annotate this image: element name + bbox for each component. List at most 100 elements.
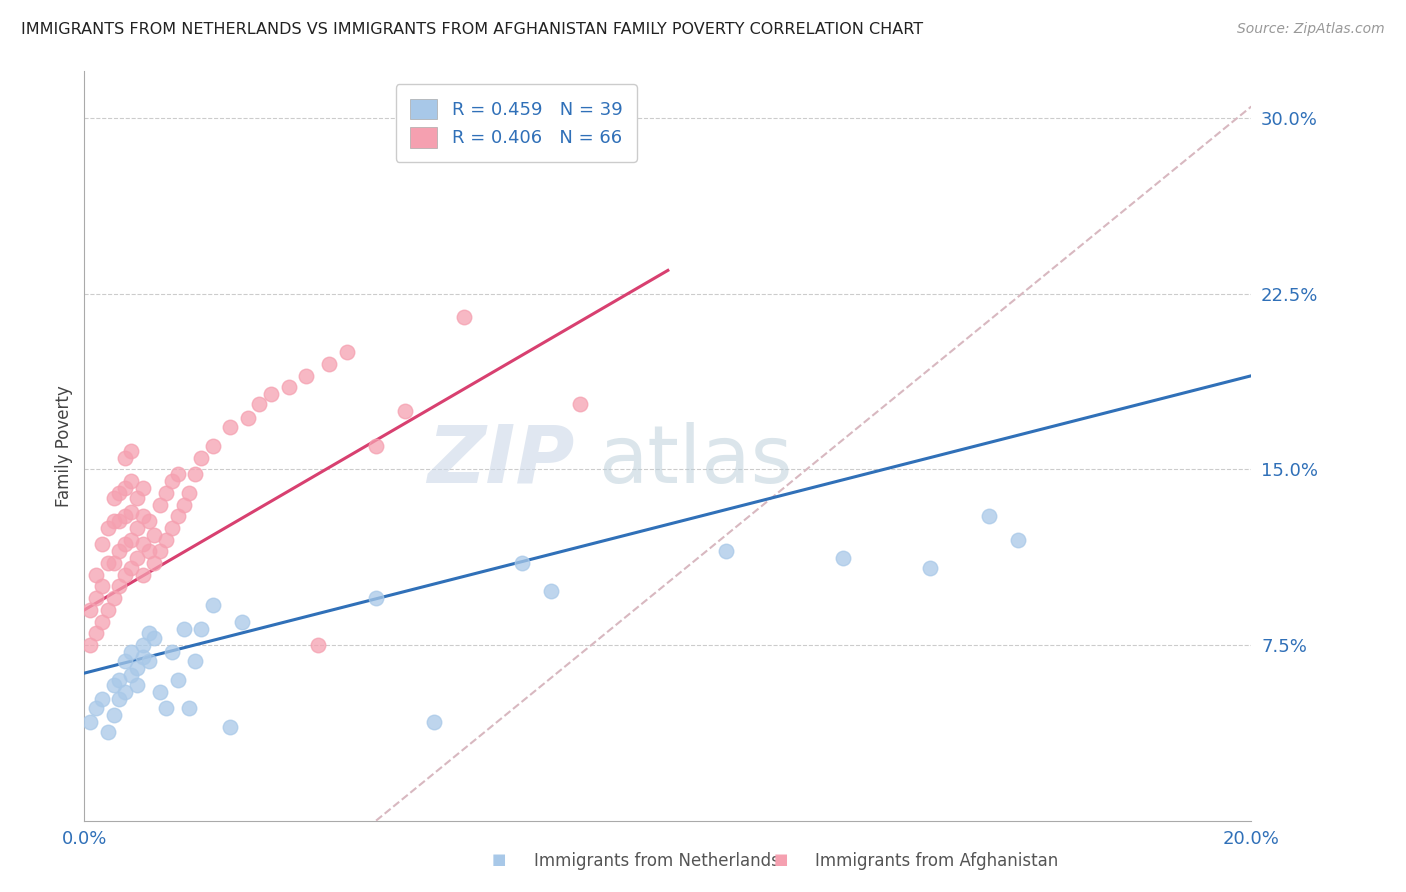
Point: [977, 509, 1000, 524]
Point: [179, 485, 201, 500]
Point: [120, 645, 142, 659]
Point: [120, 443, 142, 458]
Point: [103, 708, 125, 723]
Y-axis label: Family Poverty: Family Poverty: [55, 385, 73, 507]
Point: [132, 567, 155, 582]
Point: [318, 357, 340, 371]
Point: [179, 701, 201, 715]
Point: [295, 368, 318, 383]
Point: [125, 521, 148, 535]
Point: [1007, 533, 1029, 547]
Text: Source: ZipAtlas.com: Source: ZipAtlas.com: [1237, 22, 1385, 37]
Point: [114, 481, 136, 495]
Legend: R = 0.459   N = 39, R = 0.406   N = 66: R = 0.459 N = 39, R = 0.406 N = 66: [395, 84, 637, 162]
Point: [103, 491, 125, 505]
Point: [920, 561, 942, 575]
Point: [97, 724, 120, 739]
Point: [184, 467, 207, 482]
Point: [79, 638, 101, 652]
Point: [453, 310, 475, 325]
Point: [173, 622, 195, 636]
Point: [201, 599, 224, 613]
Point: [120, 561, 142, 575]
Point: [114, 655, 136, 669]
Point: [219, 720, 242, 734]
Point: [79, 603, 101, 617]
Text: IMMIGRANTS FROM NETHERLANDS VS IMMIGRANTS FROM AFGHANISTAN FAMILY POVERTY CORREL: IMMIGRANTS FROM NETHERLANDS VS IMMIGRANT…: [21, 22, 924, 37]
Point: [166, 509, 188, 524]
Point: [394, 404, 416, 418]
Point: [190, 450, 212, 465]
Point: [103, 556, 125, 570]
Point: [160, 521, 183, 535]
Point: [120, 505, 142, 519]
Point: [90, 580, 112, 594]
Point: [90, 615, 112, 629]
Point: [166, 673, 188, 688]
Point: [120, 474, 142, 488]
Point: [108, 485, 131, 500]
Text: Immigrants from Netherlands: Immigrants from Netherlands: [534, 852, 780, 870]
Point: [125, 491, 148, 505]
Point: [423, 715, 446, 730]
Point: [84, 701, 107, 715]
Point: [132, 509, 155, 524]
Point: [120, 533, 142, 547]
Text: ■: ■: [492, 852, 506, 867]
Point: [84, 591, 107, 606]
Point: [125, 661, 148, 675]
Point: [366, 591, 388, 606]
Point: [149, 685, 172, 699]
Point: [143, 556, 166, 570]
Point: [219, 420, 242, 434]
Point: [569, 397, 592, 411]
Point: [108, 673, 131, 688]
Point: [138, 544, 160, 558]
Point: [132, 638, 155, 652]
Text: ZIP: ZIP: [427, 422, 575, 500]
Point: [108, 692, 131, 706]
Point: [97, 521, 120, 535]
Text: atlas: atlas: [598, 422, 792, 500]
Point: [143, 528, 166, 542]
Point: [249, 397, 271, 411]
Point: [138, 655, 160, 669]
Point: [166, 467, 188, 482]
Point: [149, 498, 172, 512]
Point: [336, 345, 359, 359]
Point: [832, 551, 855, 566]
Point: [114, 537, 136, 551]
Point: [277, 380, 299, 394]
Point: [201, 439, 224, 453]
Point: [160, 474, 183, 488]
Point: [132, 481, 155, 495]
Point: [97, 556, 120, 570]
Point: [114, 567, 136, 582]
Point: [132, 649, 155, 664]
Point: [149, 544, 172, 558]
Point: [231, 615, 253, 629]
Point: [79, 715, 101, 730]
Point: [184, 655, 207, 669]
Point: [84, 626, 107, 640]
Point: [84, 567, 107, 582]
Point: [236, 411, 259, 425]
Point: [190, 622, 212, 636]
Point: [108, 580, 131, 594]
Point: [260, 387, 283, 401]
Text: ■: ■: [773, 852, 787, 867]
Point: [103, 514, 125, 528]
Point: [138, 626, 160, 640]
Point: [160, 645, 183, 659]
Text: Immigrants from Afghanistan: Immigrants from Afghanistan: [815, 852, 1059, 870]
Point: [90, 537, 112, 551]
Point: [114, 509, 136, 524]
Point: [155, 701, 177, 715]
Point: [173, 498, 195, 512]
Point: [125, 551, 148, 566]
Point: [103, 678, 125, 692]
Point: [108, 514, 131, 528]
Point: [97, 603, 120, 617]
Point: [366, 439, 388, 453]
Point: [510, 556, 533, 570]
